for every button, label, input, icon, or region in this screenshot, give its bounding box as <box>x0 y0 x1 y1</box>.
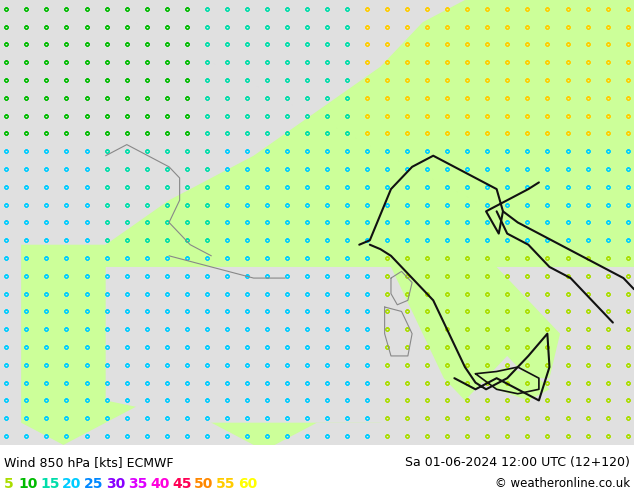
Text: 55: 55 <box>216 477 235 490</box>
Text: 5: 5 <box>4 477 14 490</box>
Polygon shape <box>370 245 560 400</box>
Text: 60: 60 <box>238 477 257 490</box>
Polygon shape <box>21 0 634 445</box>
Text: 35: 35 <box>128 477 147 490</box>
Text: Wind 850 hPa [kts] ECMWF: Wind 850 hPa [kts] ECMWF <box>4 456 174 469</box>
Polygon shape <box>106 267 634 423</box>
Text: Sa 01-06-2024 12:00 UTC (12+120): Sa 01-06-2024 12:00 UTC (12+120) <box>405 456 630 469</box>
Text: 20: 20 <box>62 477 81 490</box>
Text: 15: 15 <box>40 477 60 490</box>
Text: 45: 45 <box>172 477 191 490</box>
Text: 30: 30 <box>106 477 126 490</box>
Text: © weatheronline.co.uk: © weatheronline.co.uk <box>495 477 630 490</box>
Text: 50: 50 <box>194 477 214 490</box>
Text: 10: 10 <box>18 477 37 490</box>
Polygon shape <box>476 367 550 400</box>
Text: 25: 25 <box>84 477 103 490</box>
Text: 40: 40 <box>150 477 169 490</box>
